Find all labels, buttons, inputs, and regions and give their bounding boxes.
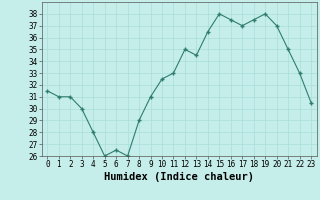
X-axis label: Humidex (Indice chaleur): Humidex (Indice chaleur) — [104, 172, 254, 182]
